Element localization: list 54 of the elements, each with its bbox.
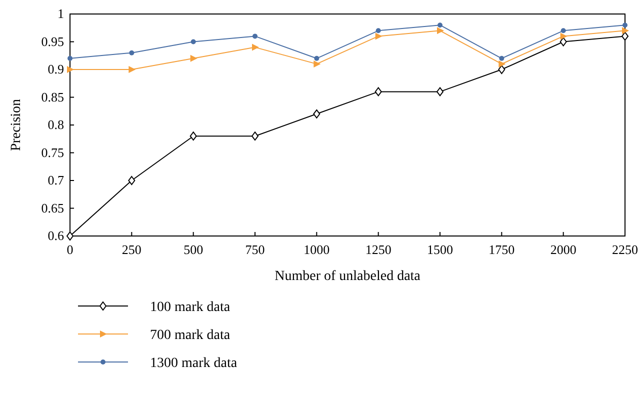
legend-label: 1300 mark data [150, 356, 238, 371]
point [128, 176, 136, 185]
x-tick-label: 500 [184, 242, 204, 257]
legend-label: 700 mark data [150, 328, 231, 343]
point [499, 56, 504, 61]
x-tick-label: 1750 [488, 242, 515, 257]
point [314, 56, 320, 61]
point [67, 66, 74, 73]
point [68, 56, 72, 61]
point [314, 60, 321, 68]
point [622, 22, 628, 28]
point [622, 32, 628, 41]
y-tick-label: 0.95 [41, 34, 64, 49]
point [252, 34, 258, 39]
point [252, 132, 258, 141]
y-tick-label: 0.85 [41, 89, 64, 104]
x-tick-label: 1000 [304, 242, 330, 257]
point [190, 54, 198, 62]
point [66, 232, 74, 240]
point [376, 28, 381, 34]
point [560, 37, 567, 46]
x-tick-label: 0 [66, 242, 74, 257]
point [560, 32, 568, 40]
x-tick-label: 1250 [365, 242, 392, 257]
point [190, 132, 197, 141]
point [437, 27, 444, 34]
point [622, 27, 629, 34]
point [128, 66, 136, 73]
x-tick-label: 2250 [612, 242, 638, 257]
legend-label: 100 mark data [150, 300, 231, 315]
y-axis-title: Precision [9, 98, 24, 152]
point [498, 65, 506, 74]
y-tick-label: 1 [58, 6, 64, 21]
point [375, 32, 382, 40]
point [438, 22, 442, 28]
point [252, 44, 259, 51]
point [436, 87, 444, 96]
y-tick-label: 0.9 [48, 62, 64, 76]
point [190, 39, 196, 44]
y-tick-label: 0.8 [48, 117, 64, 132]
x-tick-label: 2000 [550, 242, 576, 257]
point [374, 87, 382, 96]
point [560, 28, 566, 34]
point [498, 60, 506, 68]
x-tick-label: 250 [122, 242, 142, 257]
y-tick-label: 0.75 [41, 144, 64, 160]
y-tick-label: 0.6 [48, 228, 64, 243]
x-tick-label: 750 [245, 242, 265, 257]
point [129, 50, 134, 56]
x-axis-title: Number of unlabeled data [274, 269, 422, 284]
x-tick-label: 1500 [427, 242, 453, 257]
point [313, 109, 320, 118]
y-tick-label: 0.65 [41, 200, 64, 216]
y-tick-label: 0.7 [48, 172, 64, 188]
